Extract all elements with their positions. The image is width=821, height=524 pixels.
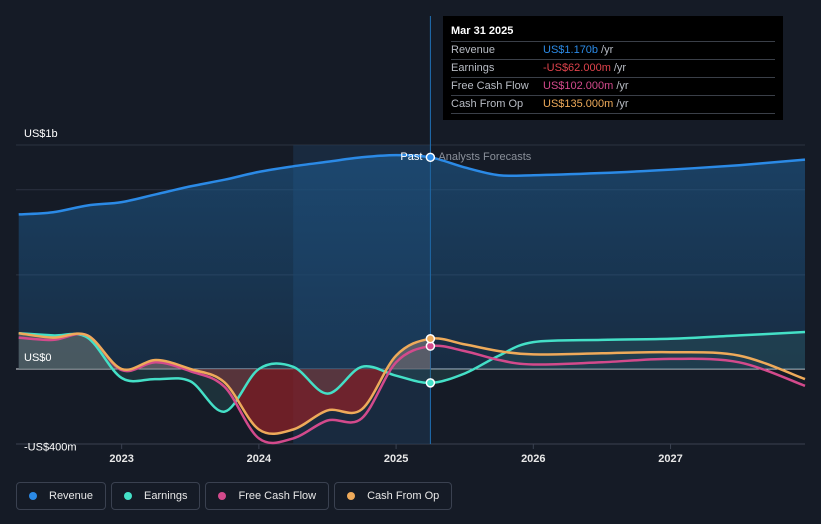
legend-dot-icon [124,492,133,500]
marker-earnings [425,378,436,388]
legend-item-free-cash-flow[interactable]: Free Cash Flow [205,482,330,510]
tooltip-unit: /yr [616,98,629,110]
x-tick-label: 2026 [521,453,545,465]
legend-label: Free Cash Flow [238,490,317,502]
tooltip-row-free-cash-flow: Free Cash Flow US$102.000m /yr [451,78,775,96]
marker-cash-from-op [425,334,436,344]
past-label: Past [400,151,422,163]
forecast-label: Analysts Forecasts [438,151,531,163]
legend-dot-icon [29,492,37,500]
line-cash-from-op [18,331,806,436]
hover-markers [425,152,436,388]
tooltip-unit: /yr [613,62,627,74]
tooltip-row-cash-from-op: Cash From Op US$135.000m /yr [451,96,775,114]
y-axis-label: -US$400m [24,442,77,454]
x-tick-label: 2023 [109,453,133,465]
series-lines [18,153,806,445]
legend-dot-icon [347,492,356,500]
tooltip-label: Revenue [451,44,496,56]
tooltip-unit: /yr [601,44,614,56]
tooltip-row-revenue: Revenue US$1.170b /yr [451,42,775,60]
tooltip-unit: /yr [616,80,629,92]
tooltip-row-earnings: Earnings -US$62.000m /yr [451,60,775,78]
tooltip-value: US$102.000m [543,80,614,92]
y-axis-label: US$1b [24,128,58,140]
line-revenue [18,153,806,216]
legend-item-revenue[interactable]: Revenue [16,482,107,510]
x-tick-label: 2027 [658,453,682,465]
legend-label: Earnings [144,490,188,502]
hover-tooltip: Mar 31 2025 Revenue US$1.170b /yr Earnin… [443,16,783,120]
tooltip-value: US$1.170b [543,44,599,56]
line-earnings [18,330,806,413]
x-tick-label: 2025 [384,453,408,465]
tooltip-value: -US$62.000m [543,62,611,74]
y-axis-label: US$0 [24,352,52,364]
tooltip-date: Mar 31 2025 [451,24,775,42]
legend-label: Cash From Op [367,490,440,502]
legend-dot-icon [218,492,227,500]
tooltip-value: US$135.000m [543,98,614,110]
legend: Revenue Earnings Free Cash Flow Cash Fro… [16,482,457,510]
tooltip-label: Free Cash Flow [451,80,529,92]
revenue-area [18,155,805,369]
cash-area-negative [18,369,431,434]
tooltip-label: Earnings [451,62,495,74]
legend-label: Revenue [49,490,94,502]
axes: US$1b US$0 -US$400m 2023 2024 2025 2026 2027 Pas… [24,128,683,465]
legend-item-earnings[interactable]: Earnings [111,482,201,510]
marker-revenue [425,152,436,163]
legend-item-cash-from-op[interactable]: Cash From Op [334,482,453,510]
cash-area-negative-fill [18,369,431,434]
tooltip-label: Cash From Op [451,98,524,110]
x-tick-label: 2024 [247,453,272,465]
